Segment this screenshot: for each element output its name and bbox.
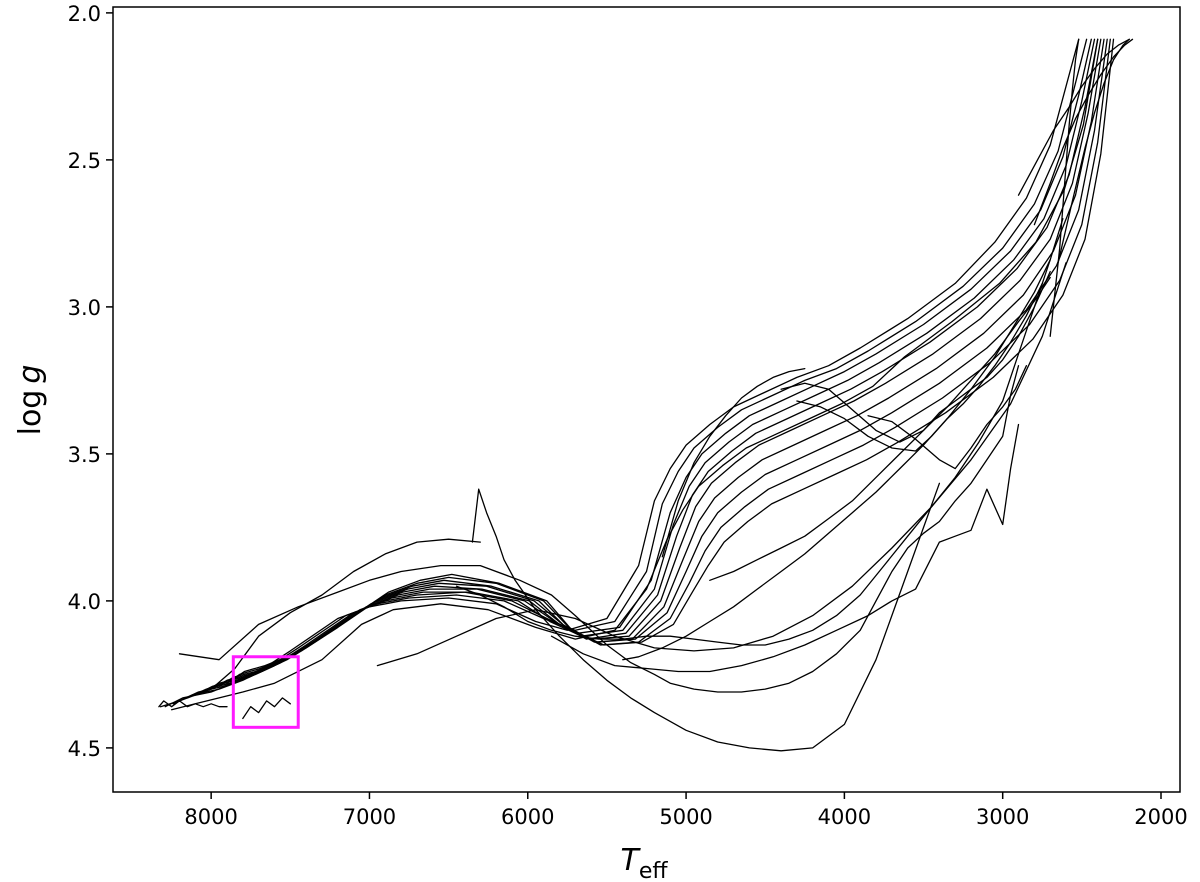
track-line-4	[186, 38, 1096, 699]
highlight-box	[231, 655, 300, 729]
plot-frame	[112, 6, 1181, 793]
x-tick-label: 3000	[976, 805, 1029, 829]
x-tick-label: 2000	[1134, 805, 1187, 829]
track-line-3	[178, 38, 1092, 702]
y-tick-label: 2.0	[68, 2, 101, 26]
y-tick-label: 3.0	[68, 296, 101, 320]
x-axis-label: Teff	[620, 843, 668, 882]
y-tick-label: 2.5	[68, 149, 101, 173]
track-line-26	[1033, 38, 1134, 226]
y-tick-label: 4.5	[68, 737, 101, 761]
track-line-22	[661, 367, 806, 558]
track-line-28	[242, 697, 291, 720]
track-line-1	[164, 38, 1080, 708]
track-line-16	[455, 259, 1051, 646]
x-tick-label: 7000	[343, 805, 396, 829]
x-tick-label: 8000	[184, 805, 237, 829]
x-tick-label: 5000	[659, 805, 712, 829]
track-line-29	[158, 700, 228, 708]
evolutionary-tracks	[158, 38, 1134, 752]
x-axis: 8000 7000 6000 5000 4000 3000 2000	[184, 792, 1188, 829]
x-tick-label: 6000	[501, 805, 554, 829]
track-line-27	[1017, 38, 1130, 196]
track-line-19	[622, 218, 1064, 661]
y-tick-label: 3.5	[68, 443, 101, 467]
track-line-24	[1049, 38, 1080, 337]
track-line-20	[780, 270, 1051, 443]
track-line-11	[170, 38, 1099, 711]
track-line-14	[178, 365, 1020, 693]
y-axis: 2.0 2.5 3.0 3.5 4.0 4.5	[68, 2, 113, 761]
track-line-13	[471, 482, 941, 752]
track-line-21	[796, 282, 1043, 452]
y-tick-label: 4.0	[68, 590, 101, 614]
y-axis-label: logg	[13, 365, 48, 436]
track-line-17	[376, 262, 1067, 667]
x-tick-label: 4000	[818, 805, 871, 829]
track-line-10	[231, 38, 1115, 681]
track-line-23	[867, 365, 1028, 470]
track-line-2	[172, 38, 1088, 705]
track-line-15	[550, 423, 1020, 673]
